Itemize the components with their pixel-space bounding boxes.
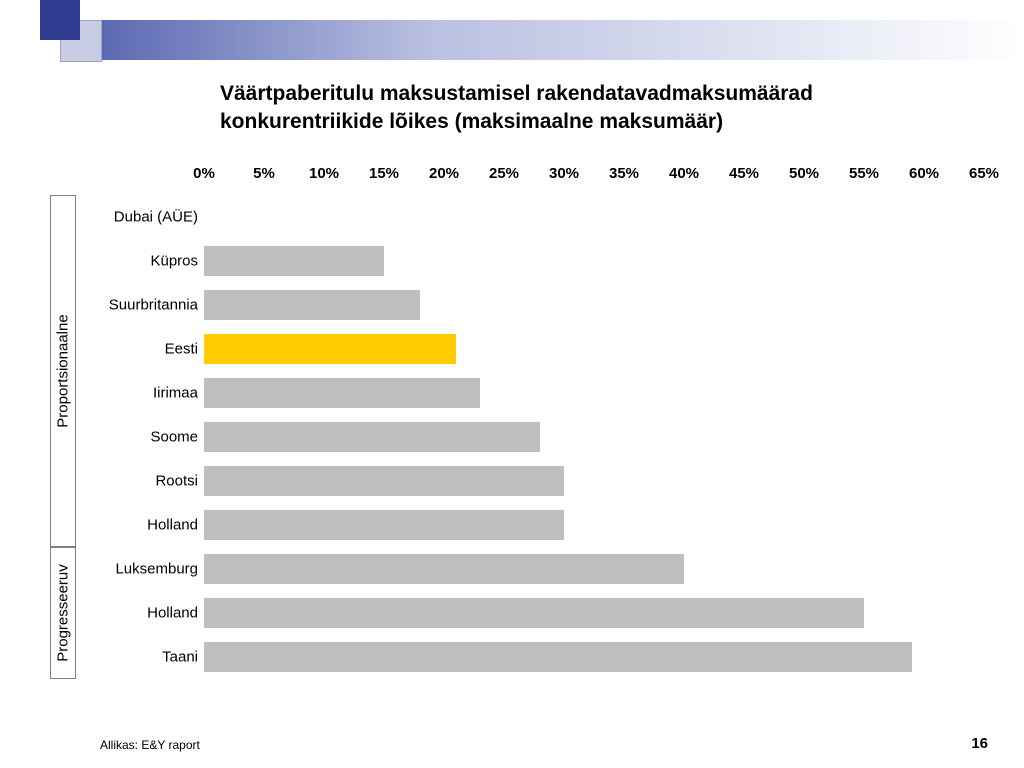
chart-row: Dubai (AÜE) xyxy=(74,195,984,239)
x-tick-label: 65% xyxy=(969,165,999,182)
x-tick-label: 30% xyxy=(549,165,579,182)
x-tick-label: 60% xyxy=(909,165,939,182)
category-label: Soome xyxy=(74,429,204,446)
x-tick-label: 55% xyxy=(849,165,879,182)
chart-row: Iirimaa xyxy=(74,371,984,415)
category-label: Holland xyxy=(74,517,204,534)
chart-row: Luksemburg xyxy=(74,547,984,591)
bar-track xyxy=(204,422,984,452)
category-label: Eesti xyxy=(74,341,204,358)
chart-row: Suurbritannia xyxy=(74,283,984,327)
bar xyxy=(204,642,912,672)
page-number: 16 xyxy=(971,735,988,752)
group-box: Proportsionaalne xyxy=(50,195,76,547)
bar xyxy=(204,290,420,320)
x-tick-label: 45% xyxy=(729,165,759,182)
chart-row: Rootsi xyxy=(74,459,984,503)
bar xyxy=(204,510,564,540)
bar-track xyxy=(204,466,984,496)
category-label: Luksemburg xyxy=(74,561,204,578)
header-square-dark xyxy=(40,0,80,40)
x-tick-label: 15% xyxy=(369,165,399,182)
category-label: Suurbritannia xyxy=(74,297,204,314)
header-gradient xyxy=(100,20,1024,60)
bar-track xyxy=(204,378,984,408)
slide-root: Väärtpaberitulu maksustamisel rakendatav… xyxy=(0,0,1024,768)
bar xyxy=(204,466,564,496)
x-tick-label: 20% xyxy=(429,165,459,182)
x-tick-label: 5% xyxy=(253,165,275,182)
category-label: Taani xyxy=(74,649,204,666)
bar xyxy=(204,422,540,452)
bar xyxy=(204,598,864,628)
chart-title: Väärtpaberitulu maksustamisel rakendatav… xyxy=(220,80,940,137)
x-tick-label: 40% xyxy=(669,165,699,182)
x-tick-label: 25% xyxy=(489,165,519,182)
bar xyxy=(204,554,684,584)
category-label: Rootsi xyxy=(74,473,204,490)
bar-highlight xyxy=(204,334,456,364)
source-note: Allikas: E&Y raport xyxy=(100,738,200,752)
chart-row: Eesti xyxy=(74,327,984,371)
header-decor xyxy=(0,0,1024,40)
chart-row: Küpros xyxy=(74,239,984,283)
bar-track xyxy=(204,554,984,584)
x-tick-label: 10% xyxy=(309,165,339,182)
x-tick-label: 50% xyxy=(789,165,819,182)
category-label: Küpros xyxy=(74,253,204,270)
chart-row: Soome xyxy=(74,415,984,459)
x-tick-label: 0% xyxy=(193,165,215,182)
bar-track xyxy=(204,642,984,672)
bar-track xyxy=(204,246,984,276)
group-label: Proportsionaalne xyxy=(55,314,72,427)
bar-track xyxy=(204,334,984,364)
chart-row: Taani xyxy=(74,635,984,679)
tax-rate-chart: 0%5%10%15%20%25%30%35%40%45%50%55%60%65%… xyxy=(50,165,990,695)
group-box: Progresseeruv xyxy=(50,547,76,679)
chart-row: Holland xyxy=(74,503,984,547)
bar xyxy=(204,246,384,276)
bar-track xyxy=(204,510,984,540)
category-label: Holland xyxy=(74,605,204,622)
bar-track xyxy=(204,202,984,232)
bar-track xyxy=(204,598,984,628)
group-label: Progresseeruv xyxy=(55,564,72,662)
x-tick-label: 35% xyxy=(609,165,639,182)
bar-track xyxy=(204,290,984,320)
bar xyxy=(204,378,480,408)
x-axis-labels: 0%5%10%15%20%25%30%35%40%45%50%55%60%65% xyxy=(204,165,984,189)
chart-row: Holland xyxy=(74,591,984,635)
category-label: Dubai (AÜE) xyxy=(74,209,204,226)
category-label: Iirimaa xyxy=(74,385,204,402)
